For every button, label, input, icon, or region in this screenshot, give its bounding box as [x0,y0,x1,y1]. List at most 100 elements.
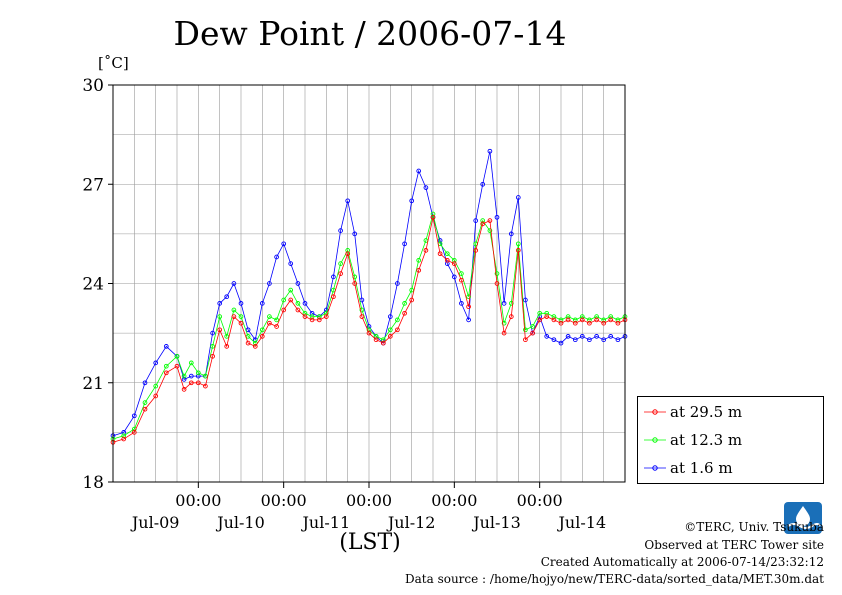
series-point [444,251,450,257]
series-point [608,334,614,339]
series-point [451,274,457,280]
series-point [217,314,223,319]
series-point [416,267,422,273]
series-point [352,231,358,237]
series-point [587,320,592,326]
series-point [316,317,322,323]
series-point [352,281,358,286]
grid-lines [113,85,625,482]
series-point [163,370,169,376]
series-point [245,340,251,346]
series-point [501,301,507,306]
series-point [409,198,415,204]
series-point [558,320,564,326]
series-point [359,307,365,313]
series-point [302,301,308,306]
y-tick-label: 18 [82,473,104,493]
series-point [572,337,578,343]
series-point [466,317,471,323]
series-point [245,327,251,333]
series-point [544,310,550,316]
series-point [430,211,436,217]
series-point [402,301,407,306]
series-point [423,185,429,190]
series-point [395,281,400,286]
series-point [508,314,514,319]
series-point [601,337,607,343]
legend-swatch [644,409,666,415]
series-point [494,271,500,276]
series-point [565,334,571,339]
series-point [594,334,599,339]
series-line [112,151,626,437]
series-point [267,281,272,286]
x-axis-label: (LST) [339,530,401,555]
legend: at 29.5 m at 12.3 m at 1.6 m [637,396,824,484]
series-point [444,261,450,266]
series-point [594,314,599,319]
series-point [615,337,621,343]
series-point [487,148,493,154]
series-point [302,310,308,316]
series-point [224,334,230,339]
series-point [416,257,422,263]
series-point [551,317,557,323]
series-point [174,363,180,369]
series-point [544,314,550,319]
y-tick-label: 21 [82,374,104,394]
legend-swatch [644,465,666,471]
x-tick-label-time: 00:00 [175,491,221,510]
series-point [366,327,372,333]
series-point [323,314,329,319]
series-point [267,314,272,319]
x-tick-label-date: Jul-12 [386,513,436,532]
series-point [594,317,599,323]
x-tick-label-time: 00:00 [431,491,477,510]
series-point [473,248,479,253]
series-point [508,301,514,306]
series-point [430,214,436,220]
series-point [530,330,535,336]
copyright-text: ©TERC, Univ. Tsukuba [684,520,824,534]
series-point [345,251,351,257]
series-point [121,433,127,439]
series-point [231,307,237,313]
series-point [331,274,336,280]
series-point [345,198,351,204]
series-point [195,380,201,386]
series-point [402,241,407,247]
series-point [288,287,294,293]
series-point [238,320,244,326]
series-point [274,254,279,260]
series-point [323,307,329,313]
series-point [515,248,521,253]
series-point [523,337,528,343]
series-point [142,406,148,412]
legend-swatch [644,437,666,443]
series-point [188,380,194,386]
series-point [142,400,148,405]
series-point [466,304,471,310]
series-point [480,181,486,187]
series-point [615,320,621,326]
x-tick-label-time: 00:00 [517,491,563,510]
series-point [174,353,180,359]
series-point [331,294,336,300]
series-point [587,317,592,323]
series-point [231,314,237,319]
series-point [480,218,486,223]
series-point [181,377,187,382]
series-point [565,314,571,319]
series-point [181,387,187,392]
series-point [131,430,137,435]
series-point [153,393,159,399]
series-point [608,317,614,323]
series-point [181,373,187,379]
series-point [121,436,127,442]
series-point [121,430,127,435]
series-point [608,314,614,319]
series-point [558,317,564,323]
series-point [523,327,528,333]
data-source-text: Data source : /home/hojyo/new/TERC-data/… [405,572,824,586]
series-point [210,344,215,349]
